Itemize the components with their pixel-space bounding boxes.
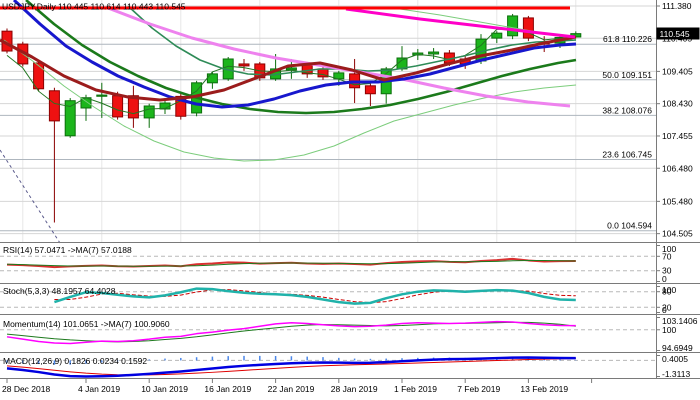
envelope-lower [3,39,577,162]
stoch-scale-label: 20 [662,302,672,312]
fib-level-label: 50.0 109.151 [602,70,652,80]
candle-bear [238,63,250,67]
rsi-scale-label: 0 [662,274,667,284]
price-scale-label: 111.380 [662,1,692,11]
current-price-tag: 110.545 [656,27,700,40]
candle-bull [143,105,155,119]
fib-level-label: 0.0 104.594 [607,221,652,231]
candle-bear [175,95,187,117]
price-scale-label: 108.430 [662,99,693,109]
candle-bear [127,95,139,119]
ma-maroon [0,35,577,102]
time-axis-label: 22 Jan 2019 [268,384,315,394]
rsi-scale-label: 70 [662,251,672,261]
candle-bull [64,100,76,137]
stoch-panel-label: Stoch(5,3,3) 48.1957 64.4028 [3,286,116,296]
macd-signal [6,357,576,376]
momentum-scale-label: 94.6949 [662,343,693,353]
price-scale[interactable] [656,0,700,379]
macd-scale-label: -1.3113 [662,369,690,379]
candle-bear [33,62,45,90]
candle-bear [522,17,534,39]
stoch-scale-label: 0 [662,305,667,315]
rsi-ma [6,260,576,267]
ma-blue [12,0,577,109]
candle-bull [428,51,440,55]
rsi-panel-label: RSI(14) 57.0471 ->MA(7) 57.0188 [3,245,132,255]
candle-bull [491,32,503,39]
macd-scale-label: 0.4005 [662,354,688,364]
momentum-main [6,320,576,345]
ma-green-fast [6,28,576,115]
price-scale-label: 104.505 [662,229,693,239]
candle-bear [364,85,376,95]
fib-level-label: 23.6 106.745 [602,149,652,159]
stoch-scale-label: 100 [662,285,676,295]
time-scale[interactable] [0,379,700,400]
momentum-panel-label: Momentum(14) 101.0651 ->MA(7) 100.9060 [3,319,170,329]
time-axis-label: 16 Jan 2019 [204,384,251,394]
fib-level-label: 61.8 110.226 [603,34,652,44]
candle-bear [48,90,60,122]
rsi-scale-label: 30 [662,266,672,276]
time-axis-label: 28 Dec 2018 [2,384,50,394]
stoch-signal [54,289,576,304]
stoch-main [54,287,576,305]
ma-green-slow [25,0,577,115]
price-scale-label: 107.455 [662,131,693,141]
time-axis-label: 1 Feb 2019 [394,384,437,394]
momentum-scale-label: 103.1406 [662,316,698,326]
candle-bull [507,15,519,37]
current-price-tag-bg [656,27,700,40]
chart-title: USDJPY,Daily 110.445 110.614 110.443 110… [2,2,186,12]
current-price-tag-value: 110.545 [660,29,690,39]
price-scale-label: 109.405 [662,66,693,76]
time-axis-label: 28 Jan 2019 [331,384,378,394]
price-scale-label: 106.480 [662,163,693,173]
candle-bull [96,94,108,97]
momentum-scale-label: 100 [662,325,676,335]
macd-panel-label: MACD(12,26,9) 0.1826 0.0234 0.1592 [3,356,147,366]
magenta-trend [345,7,576,39]
stoch-scale-label: 80 [662,287,672,297]
macd-main [6,356,576,378]
trendline-dashed [0,149,61,244]
main-plot-area[interactable] [0,0,656,243]
time-axis-label: 13 Feb 2019 [520,384,568,394]
rsi-scale-label: 100 [662,244,676,254]
time-axis-label: 4 Jan 2019 [78,384,120,394]
fib-level-label: 38.2 108.076 [602,105,652,115]
price-scale-label: 105.480 [662,196,693,206]
time-axis-label: 10 Jan 2019 [141,384,188,394]
time-axis-label: 7 Feb 2019 [457,384,500,394]
